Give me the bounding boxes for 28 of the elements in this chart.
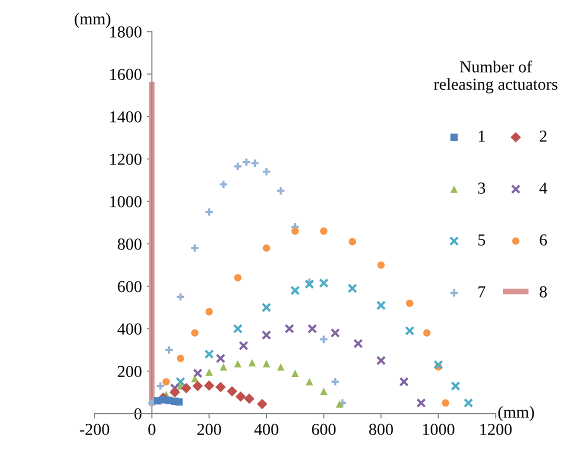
y-tick-label: 200 — [118, 366, 142, 378]
legend-label: 1 — [478, 130, 485, 142]
y-tick-label: 1200 — [110, 154, 142, 165]
y-tick-label: 400 — [117, 323, 142, 335]
legend-label: 2 — [540, 130, 547, 142]
x-tick-label: 1000 — [423, 424, 454, 436]
legend-label: 8 — [540, 286, 547, 298]
legend-label: 6 — [540, 234, 547, 246]
x-tick-label: 400 — [254, 424, 278, 436]
y-tick-label: 800 — [118, 238, 142, 250]
x-tick-label: 1200 — [480, 424, 512, 436]
legend-label: 5 — [478, 234, 486, 246]
legend-label: 4 — [539, 182, 548, 194]
x-tick-label: 200 — [197, 424, 222, 436]
y-axis-title: (mm) — [74, 12, 110, 28]
y-tick-label: 1800 — [110, 26, 142, 38]
legend-label: 7 — [478, 286, 486, 298]
y-tick-label: 1400 — [110, 111, 142, 122]
legend-label: 3 — [478, 182, 486, 194]
x-tick-label: -200 — [80, 424, 110, 436]
x-tick-label: 800 — [369, 424, 393, 436]
x-tick-label: 0 — [148, 424, 156, 436]
x-tick-label: 600 — [312, 424, 336, 436]
y-tick-label: 1000 — [110, 196, 142, 208]
y-tick-label: 600 — [118, 280, 142, 292]
x-axis-title: (mm) — [498, 406, 534, 422]
y-tick-label: 1600 — [110, 68, 142, 80]
legend-title: Number of releasing actuators — [434, 60, 558, 94]
